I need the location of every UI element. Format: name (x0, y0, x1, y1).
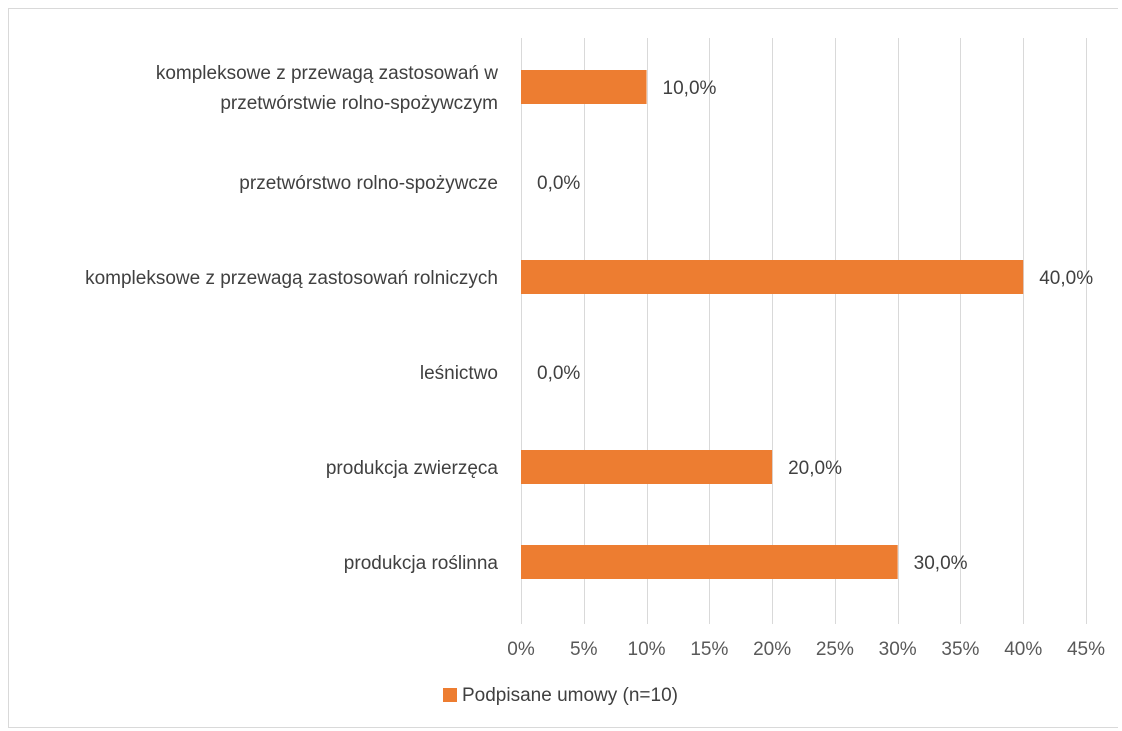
x-tick-label: 45% (1067, 639, 1105, 660)
data-label: 20,0% (788, 458, 842, 479)
x-tick-label: 30% (879, 639, 917, 660)
bar (521, 450, 773, 484)
category-label: kompleksowe z przewagą zastosowań rolnic… (85, 268, 498, 289)
category-label: leśnictwo (420, 363, 498, 384)
x-tick-label: 25% (816, 639, 854, 660)
bars (521, 70, 1024, 579)
gridlines (521, 38, 1087, 624)
category-label: przetwórstwo rolno-spożywcze (239, 173, 498, 194)
bar (521, 545, 898, 579)
x-tick-label: 5% (570, 639, 598, 660)
x-tick-label: 10% (628, 639, 666, 660)
x-tick-label: 20% (753, 639, 791, 660)
category-label: kompleksowe z przewagą zastosowań w (156, 63, 498, 84)
category-label: produkcja zwierzęca (326, 458, 499, 479)
x-axis-tick-labels: 0% 5% 10% 15% 20% 25% 30% 35% 40% 45% (507, 639, 1105, 660)
category-label: produkcja roślinna (344, 553, 499, 574)
x-tick-label: 0% (507, 639, 535, 660)
x-tick-label: 35% (941, 639, 979, 660)
legend-swatch (443, 688, 457, 702)
category-label: przetwórstwie rolno-spożywczym (220, 93, 498, 114)
category-labels: kompleksowe z przewagą zastosowań w przet… (85, 63, 498, 574)
data-label: 10,0% (663, 78, 717, 99)
data-label: 40,0% (1039, 268, 1093, 289)
legend: Podpisane umowy (n=10) (443, 685, 678, 706)
bar (521, 260, 1024, 294)
x-tick-label: 15% (690, 639, 728, 660)
legend-label: Podpisane umowy (n=10) (462, 685, 678, 706)
bar (521, 70, 647, 104)
x-tick-label: 40% (1004, 639, 1042, 660)
data-label: 0,0% (537, 363, 580, 384)
chart-frame (8, 8, 1118, 728)
data-label: 0,0% (537, 173, 580, 194)
data-label: 30,0% (914, 553, 968, 574)
data-labels: 10,0% 0,0% 40,0% 0,0% 20,0% 30,0% (537, 78, 1093, 574)
